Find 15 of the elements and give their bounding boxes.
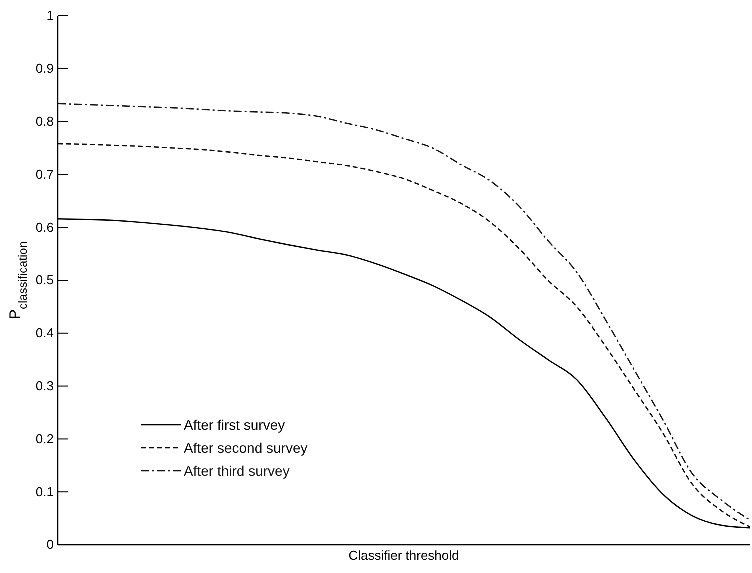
y-tick-label: 0.8 — [36, 114, 54, 129]
y-tick-label: 0.7 — [36, 166, 54, 182]
y-tick-label: 0 — [46, 537, 54, 552]
y-tick-label: 0.6 — [36, 220, 54, 235]
y-tick-label: 0.4 — [36, 326, 54, 341]
y-tick-label: 0.1 — [36, 484, 54, 500]
legend-label: After second survey — [184, 440, 308, 456]
y-tick-label: 0.2 — [36, 431, 54, 446]
legend-label: After first survey — [184, 416, 286, 433]
legend-label: After third survey — [184, 462, 290, 479]
y-tick-label: 0.5 — [36, 272, 54, 288]
y-tick-label: 1 — [46, 8, 54, 24]
y-tick-label: 0.9 — [36, 61, 54, 76]
x-axis-title: Classifier threshold — [348, 548, 460, 563]
y-tick-label: 0.3 — [36, 378, 54, 394]
